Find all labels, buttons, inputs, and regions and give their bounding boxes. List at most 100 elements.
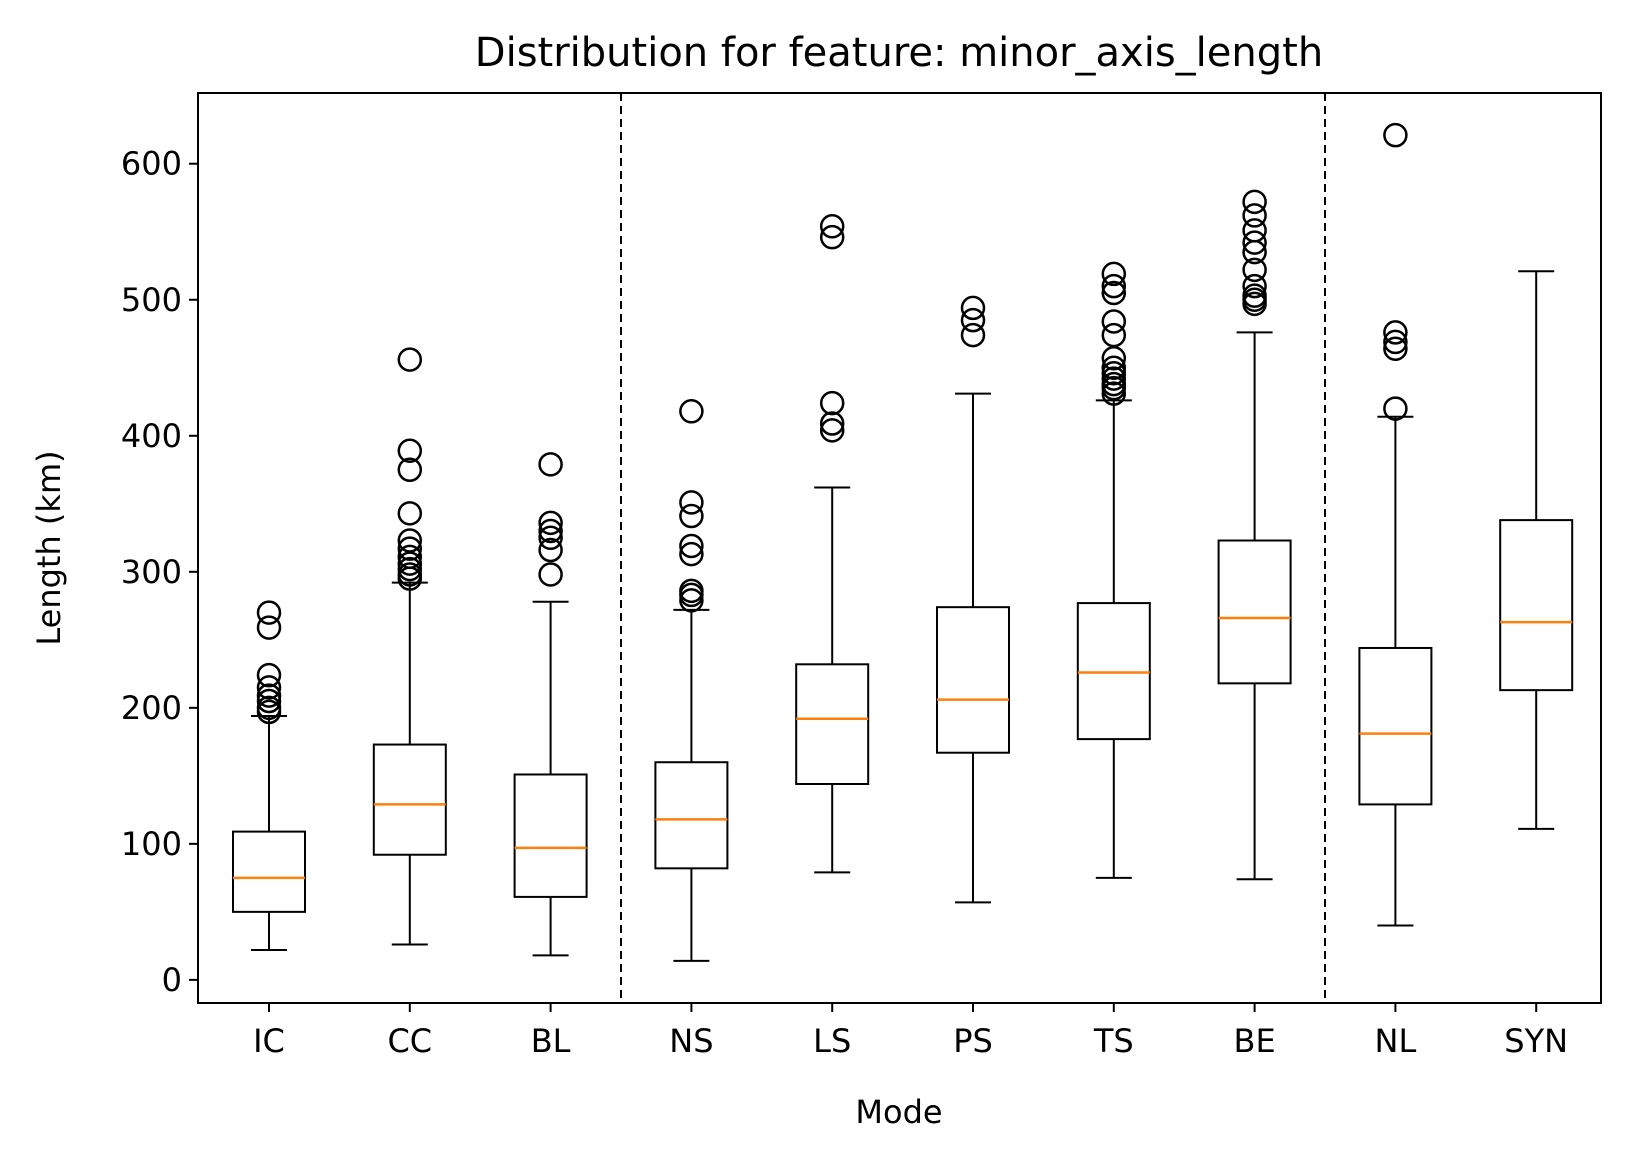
outlier-point: [538, 510, 563, 536]
y-tick-label: 300: [121, 553, 182, 591]
outlier-point: [1242, 273, 1267, 299]
outlier-point: [1242, 257, 1267, 283]
outlier-point: [397, 457, 423, 483]
x-tick-label: PS: [953, 1022, 993, 1060]
outlier-point: [1383, 336, 1408, 361]
outlier-point: [397, 528, 423, 553]
outlier-point: [1101, 355, 1127, 381]
outlier-point: [538, 518, 563, 544]
outlier-point: [538, 537, 563, 563]
outlier-point: [256, 675, 282, 700]
outlier-point: [960, 295, 986, 321]
outlier-point: [1383, 396, 1408, 421]
x-axis-label: Mode: [855, 1093, 942, 1131]
box-ls: [795, 214, 870, 874]
x-tick-label: TS: [1093, 1022, 1134, 1060]
x-tick-label: IC: [253, 1022, 285, 1060]
box-ic: [232, 600, 306, 951]
x-tick-label: SYN: [1504, 1022, 1568, 1060]
outlier-point: [819, 224, 845, 250]
y-axis-label: Length (km): [30, 450, 68, 645]
outlier-point: [1242, 218, 1267, 243]
iqr-box: [936, 606, 1010, 754]
iqr-box: [1217, 539, 1292, 685]
outlier-point: [1383, 122, 1408, 148]
outlier-point: [397, 544, 423, 570]
outlier-point: [1101, 371, 1127, 397]
plot-content: [232, 93, 1574, 1003]
box-ns: [654, 399, 729, 962]
iqr-box: [513, 773, 588, 898]
x-axis: IC CC BL NS LS PS TS BE NL SYN: [253, 1003, 1568, 1060]
outlier-point: [1101, 273, 1127, 299]
outlier-point: [256, 688, 282, 714]
outlier-point: [538, 452, 563, 477]
outlier-point: [679, 578, 704, 604]
x-tick-label: BL: [531, 1022, 571, 1060]
outlier-point: [819, 214, 845, 239]
outlier-point: [1242, 230, 1267, 255]
iqr-box: [1499, 519, 1574, 692]
outlier-point: [1101, 309, 1127, 334]
outlier-point: [679, 588, 704, 613]
outlier-point: [819, 411, 845, 436]
x-tick-label: BE: [1234, 1022, 1276, 1060]
box-bl: [513, 452, 588, 957]
iqr-box: [654, 761, 729, 870]
box-cc: [372, 347, 447, 946]
box-syn: [1499, 270, 1574, 830]
outlier-point: [1101, 360, 1127, 386]
outlier-point: [397, 536, 423, 561]
outlier-point: [819, 418, 845, 443]
outlier-point: [1383, 329, 1408, 355]
y-tick-label: 200: [121, 689, 182, 727]
outlier-point: [1242, 189, 1267, 215]
y-tick-label: 0: [162, 961, 182, 999]
outlier-point: [1101, 366, 1127, 391]
box-ps: [936, 295, 1010, 904]
chart-title: Distribution for feature: minor_axis_len…: [475, 30, 1323, 76]
outlier-point: [1383, 320, 1408, 345]
outlier-point: [679, 490, 704, 515]
iqr-box: [372, 743, 447, 856]
iqr-box: [795, 663, 870, 786]
outlier-point: [538, 562, 563, 587]
outlier-point: [256, 615, 282, 640]
iqr-box: [1076, 602, 1151, 741]
x-tick-label: LS: [813, 1022, 851, 1060]
box-be: [1217, 189, 1292, 881]
x-tick-label: NL: [1375, 1022, 1417, 1060]
outlier-point: [960, 322, 986, 348]
outlier-point: [1242, 203, 1267, 228]
outlier-point: [679, 541, 704, 567]
outlier-point: [1101, 280, 1127, 306]
y-tick-label: 500: [121, 281, 182, 319]
outlier-point: [256, 662, 282, 688]
y-tick-label: 400: [121, 417, 182, 455]
outlier-point: [256, 600, 282, 625]
x-tick-label: CC: [387, 1022, 432, 1060]
box-ts: [1076, 261, 1151, 879]
x-tick-label: NS: [669, 1022, 713, 1060]
outlier-point: [679, 399, 704, 424]
outlier-point: [960, 307, 986, 333]
y-axis: 0 100 200 300 400 500 600: [121, 145, 198, 999]
box-nl: [1358, 122, 1433, 927]
outlier-point: [397, 501, 423, 526]
y-tick-label: 600: [121, 145, 182, 183]
outlier-point: [1242, 283, 1267, 308]
plot-frame: [197, 92, 1602, 1004]
outlier-point: [397, 347, 423, 372]
outlier-point: [256, 683, 282, 708]
outlier-point: [538, 525, 563, 551]
outlier-point: [679, 503, 704, 529]
outlier-point: [1101, 322, 1127, 348]
iqr-box: [232, 830, 306, 913]
outlier-point: [1101, 261, 1127, 287]
outlier-point: [679, 533, 704, 559]
outlier-point: [256, 695, 282, 721]
outlier-point: [397, 562, 423, 587]
iqr-box: [1358, 646, 1433, 806]
outlier-point: [397, 556, 423, 582]
